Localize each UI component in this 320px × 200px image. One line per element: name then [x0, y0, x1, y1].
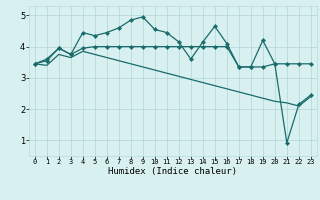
X-axis label: Humidex (Indice chaleur): Humidex (Indice chaleur): [108, 167, 237, 176]
